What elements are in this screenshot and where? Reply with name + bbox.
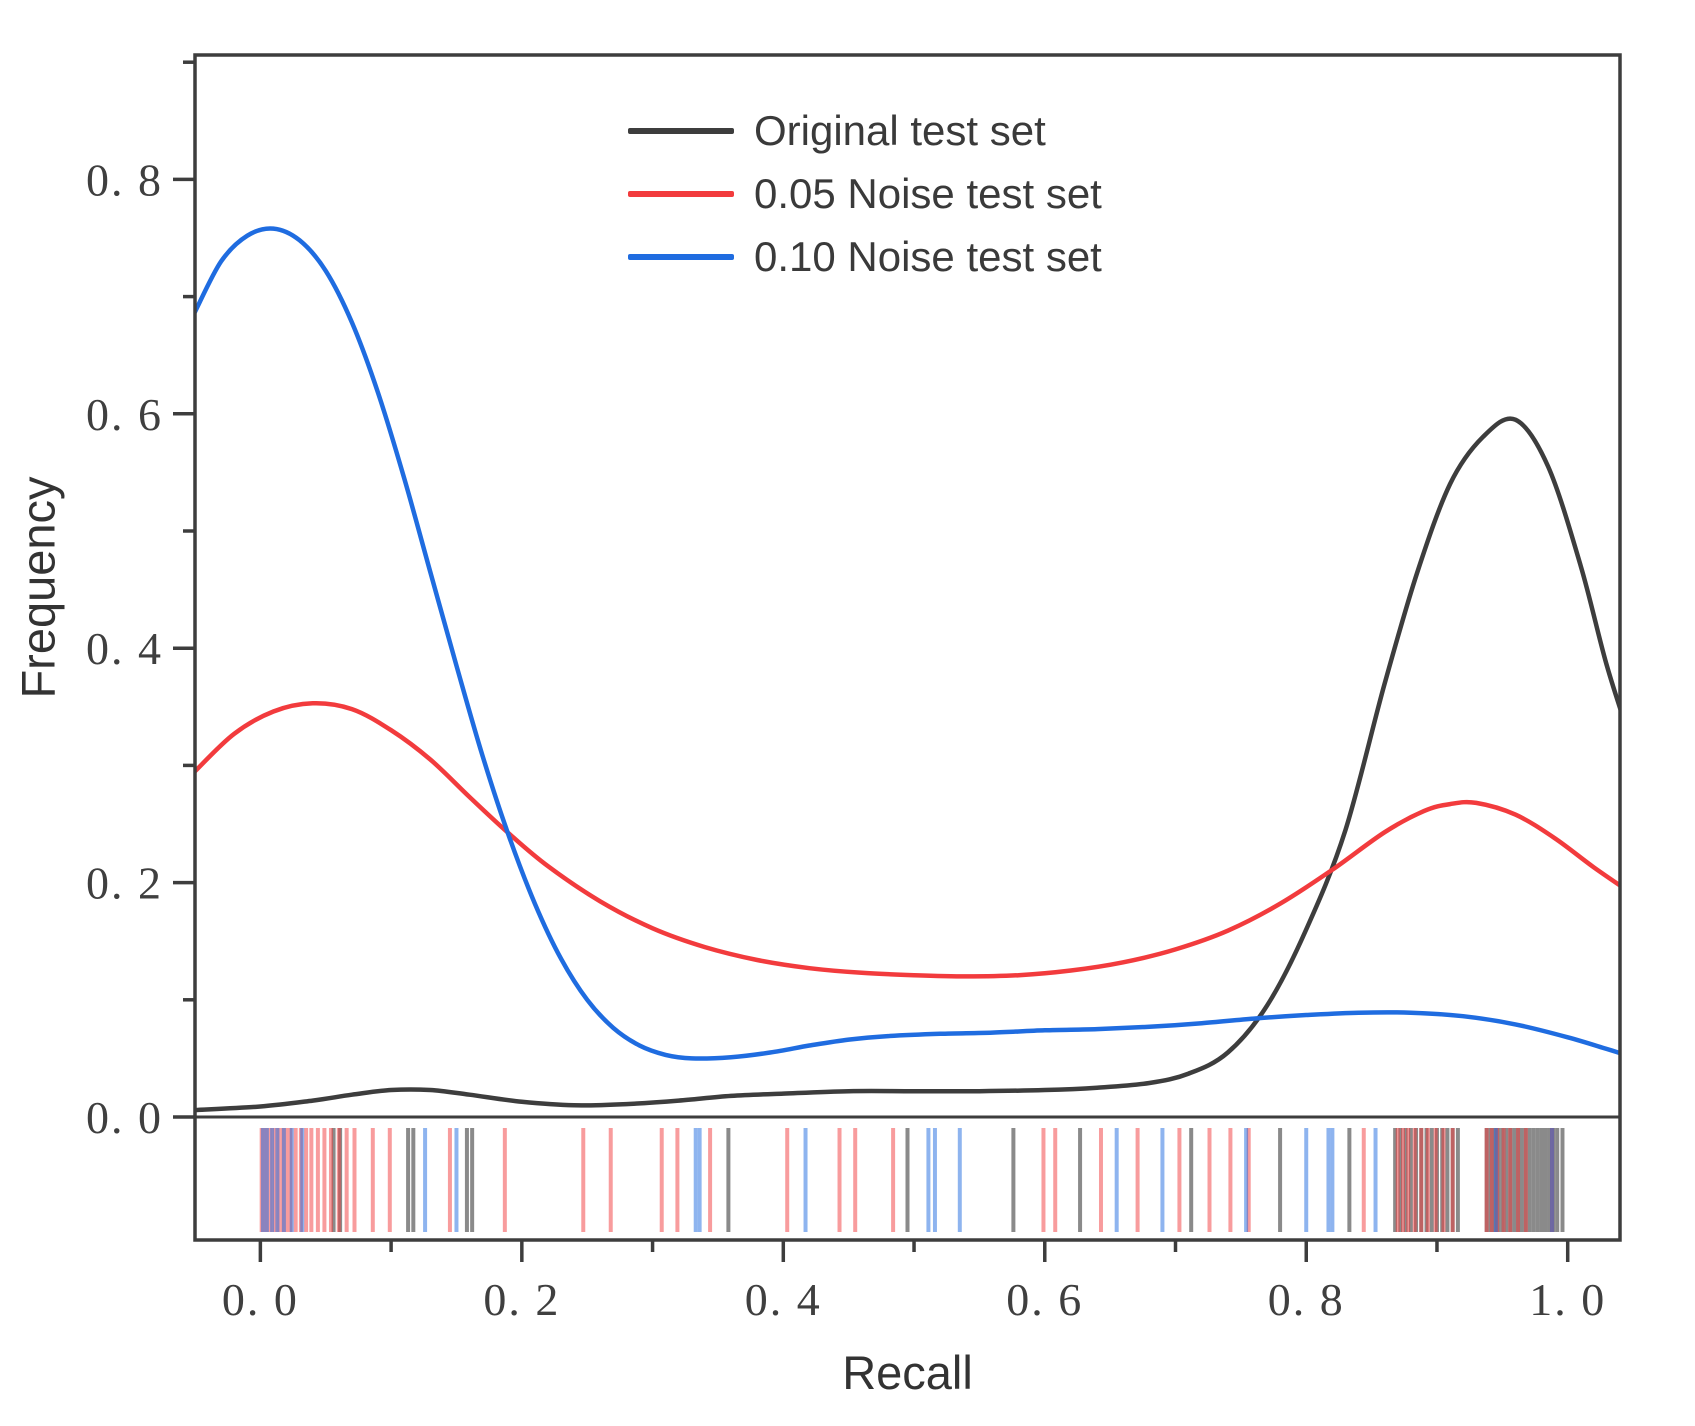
legend-item-noise-005: 0.05 Noise test set [628, 162, 1102, 225]
legend-line-swatch-noise-010 [628, 253, 734, 260]
x-tick-label: 0. 2 [483, 1274, 560, 1325]
legend-item-noise-010: 0.10 Noise test set [628, 225, 1102, 288]
rug-series-2 [260, 1128, 1555, 1232]
legend-item-original: Original test set [628, 99, 1102, 162]
legend: Original test set 0.05 Noise test set 0.… [628, 99, 1102, 288]
axis-ticks [173, 60, 1570, 1262]
x-axis-label: Recall [842, 1346, 973, 1399]
legend-line-swatch-original [628, 127, 734, 134]
rug-series-0 [331, 1128, 1565, 1232]
x-tick-label: 0. 0 [222, 1274, 299, 1325]
y-tick-label: 0. 4 [86, 623, 163, 674]
x-tick-label: 1. 0 [1529, 1274, 1606, 1325]
kde-curve-noise-010 [195, 226, 1620, 1061]
kde-curve-original [195, 416, 1620, 1113]
y-tick-label: 0. 8 [86, 154, 163, 205]
x-tick-label: 0. 6 [1006, 1274, 1083, 1325]
kde-curve-noise-005 [195, 701, 1620, 979]
x-tick-label: 0. 4 [745, 1274, 822, 1325]
rug-plot [259, 1128, 1565, 1232]
legend-line-swatch-noise-005 [628, 190, 734, 197]
legend-label-noise-005: 0.05 Noise test set [754, 169, 1102, 217]
legend-label-original: Original test set [754, 106, 1046, 154]
x-tick-label: 0. 8 [1268, 1274, 1345, 1325]
tick-labels: 0. 0 0. 2 0. 4 0. 6 0. 8 1. 0 0. 0 0. 2 0. 4 0. 6… [86, 154, 1606, 1325]
y-tick-label: 0. 0 [86, 1092, 163, 1143]
y-tick-label: 0. 6 [86, 389, 163, 440]
kde-curves [195, 226, 1620, 1113]
y-tick-label: 0. 2 [86, 858, 163, 909]
legend-label-noise-010: 0.10 Noise test set [754, 232, 1102, 280]
y-axis-label: Frequency [11, 476, 65, 699]
